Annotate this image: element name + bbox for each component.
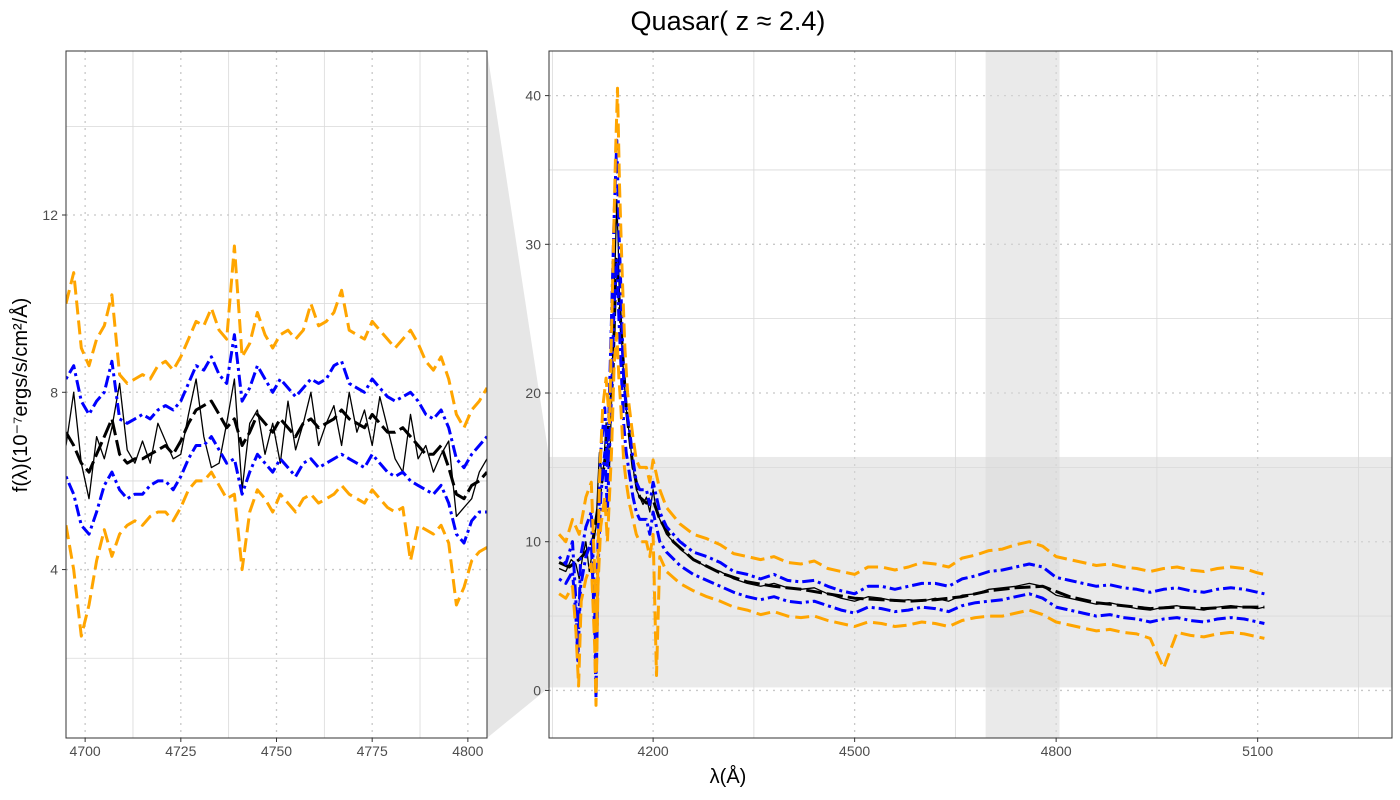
main-y-tick-label: 40 [525, 88, 541, 104]
main-series-dotdash-line [558, 257, 1265, 700]
main-x-tick-label: 5100 [1242, 743, 1273, 759]
main-series-lines [557, 86, 1265, 707]
main-y-tick-label: 30 [525, 236, 541, 252]
chart-title: Quasar( z ≈ 2.4) [630, 6, 826, 36]
zoom-series-lines [66, 244, 487, 638]
main-series-dashed-line [558, 332, 1265, 707]
zoom-x-tick-label: 4800 [452, 743, 483, 759]
main-series-dotdash-line [557, 138, 1265, 685]
zoom-band-vertical [985, 51, 1060, 738]
zoom-series-dotdash-line [66, 435, 487, 545]
main-y-tick-label: 20 [525, 385, 541, 401]
zoom-series-longdash-line [66, 399, 487, 501]
main-x-tick-label: 4500 [839, 743, 870, 759]
main-x-tick-label: 4800 [1041, 743, 1072, 759]
main-panel-border [548, 50, 1393, 739]
zoom-y-tick-label: 12 [42, 207, 58, 223]
zoom-y-tick-label: 8 [50, 384, 58, 400]
zoom-axis-ticks: 4700 4725 4750 4775 4800 4 8 12 [42, 207, 483, 759]
zoom-x-tick-label: 4725 [165, 743, 196, 759]
zoom-series-dashed-line [66, 244, 487, 430]
zoom-x-tick-label: 4775 [357, 743, 388, 759]
zoom-y-tick-label: 4 [50, 562, 58, 578]
zoom-connector-wedge [487, 51, 549, 738]
zoom-panel: 4700 4725 4750 4775 4800 4 8 12 [42, 50, 488, 759]
zoom-series-dashed-line [66, 470, 487, 638]
zoom-connector [487, 51, 549, 738]
zoom-x-tick-label: 4750 [261, 743, 292, 759]
main-panel: 4200 4500 4800 5100 0 10 20 30 40 [525, 50, 1393, 759]
main-series-dashed-line [557, 86, 1265, 633]
y-axis-label: f(λ)(10⁻⁷ergs/s/cm²/Å) [9, 298, 32, 492]
x-axis-label: λ(Å) [710, 765, 747, 788]
main-axis-ticks: 4200 4500 4800 5100 0 10 20 30 40 [525, 88, 1273, 759]
zoom-series-dotdash-line [66, 333, 487, 470]
zoom-x-tick-label: 4700 [70, 743, 101, 759]
zoom-band-horizontal [549, 456, 1392, 688]
main-x-tick-label: 4200 [638, 743, 669, 759]
main-y-tick-label: 10 [525, 534, 541, 550]
main-y-tick-label: 0 [533, 682, 541, 698]
zoom-gridlines [66, 51, 487, 738]
